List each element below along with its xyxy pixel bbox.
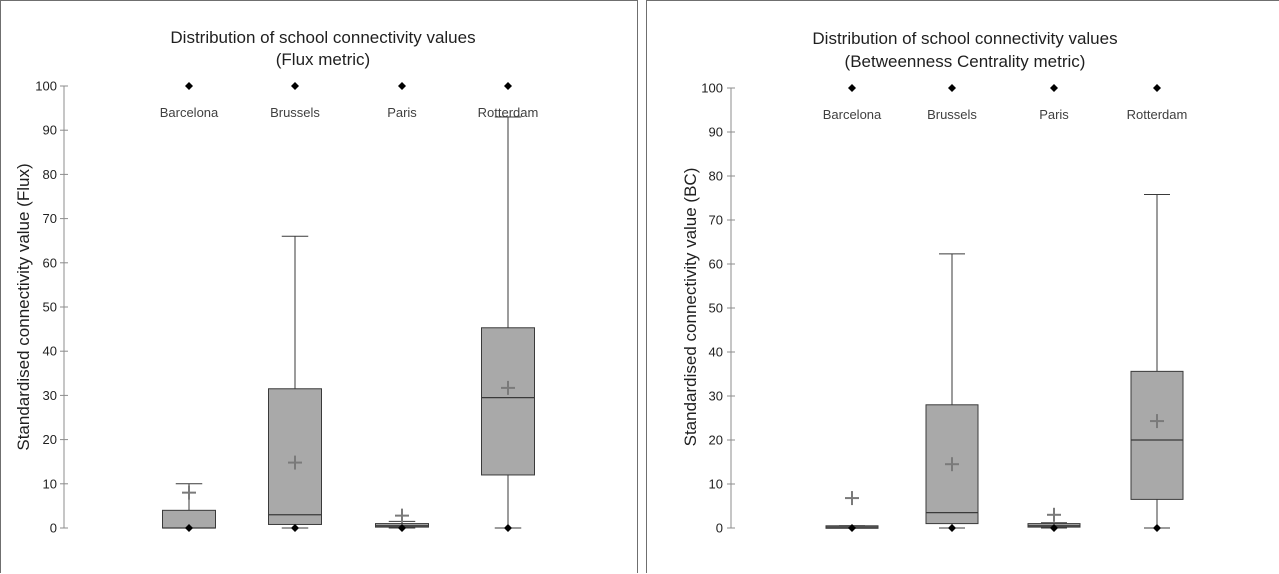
- y-tick-label: 70: [709, 213, 723, 228]
- bc-chart-panel: Distribution of school connectivity valu…: [646, 0, 1279, 573]
- category-label: Rotterdam: [1127, 107, 1188, 122]
- y-axis-label: Standardised connectivity value (BC): [681, 168, 700, 447]
- extreme-value-point: [1050, 524, 1058, 532]
- extreme-value-point: [291, 82, 299, 90]
- y-tick-label: 90: [43, 123, 57, 138]
- y-tick-label: 50: [43, 300, 57, 315]
- extreme-value-point: [504, 524, 512, 532]
- extreme-value-point: [848, 524, 856, 532]
- category-label: Rotterdam: [478, 105, 539, 120]
- category-label: Brussels: [270, 105, 320, 120]
- y-tick-label: 100: [35, 79, 57, 94]
- box-iqr: [1130, 370, 1184, 500]
- extreme-value-point: [848, 84, 856, 92]
- category-label: Paris: [1039, 107, 1069, 122]
- y-tick-label: 10: [43, 476, 57, 491]
- extreme-value-point: [504, 82, 512, 90]
- extreme-value-point: [185, 524, 193, 532]
- category-label: Paris: [387, 105, 417, 120]
- y-tick-label: 30: [43, 388, 57, 403]
- y-tick-label: 0: [716, 521, 723, 536]
- y-tick-label: 60: [709, 257, 723, 272]
- y-tick-label: 90: [709, 125, 723, 140]
- y-tick-label: 10: [709, 477, 723, 492]
- chart-title: Distribution of school connectivity valu…: [170, 28, 475, 47]
- y-tick-label: 80: [43, 167, 57, 182]
- category-label: Brussels: [927, 107, 977, 122]
- y-tick-label: 80: [709, 169, 723, 184]
- y-tick-label: 30: [709, 389, 723, 404]
- bc-boxplot-chart: Distribution of school connectivity valu…: [681, 29, 1188, 536]
- y-tick-label: 60: [43, 255, 57, 270]
- extreme-value-point: [1050, 84, 1058, 92]
- y-tick-label: 70: [43, 211, 57, 226]
- flux-chart-panel: Distribution of school connectivity valu…: [0, 0, 638, 573]
- extreme-value-point: [291, 524, 299, 532]
- extreme-value-point: [948, 84, 956, 92]
- y-tick-label: 0: [50, 521, 57, 536]
- extreme-value-point: [1153, 524, 1161, 532]
- y-tick-label: 20: [43, 432, 57, 447]
- category-label: Barcelona: [160, 105, 219, 120]
- y-tick-label: 50: [709, 301, 723, 316]
- y-axis-label: Standardised connectivity value (Flux): [14, 163, 33, 450]
- box-iqr: [481, 327, 535, 476]
- y-tick-label: 40: [43, 344, 57, 359]
- extreme-value-point: [948, 524, 956, 532]
- y-tick-label: 40: [709, 345, 723, 360]
- y-tick-label: 20: [709, 433, 723, 448]
- chart-subtitle: (Betweenness Centrality metric): [845, 52, 1086, 71]
- category-label: Barcelona: [823, 107, 882, 122]
- extreme-value-point: [398, 524, 406, 532]
- flux-boxplot-chart: Distribution of school connectivity valu…: [14, 28, 539, 536]
- extreme-value-point: [185, 82, 193, 90]
- chart-title: Distribution of school connectivity valu…: [812, 29, 1117, 48]
- extreme-value-point: [1153, 84, 1161, 92]
- y-tick-label: 100: [701, 81, 723, 96]
- chart-subtitle: (Flux metric): [276, 50, 370, 69]
- extreme-value-point: [398, 82, 406, 90]
